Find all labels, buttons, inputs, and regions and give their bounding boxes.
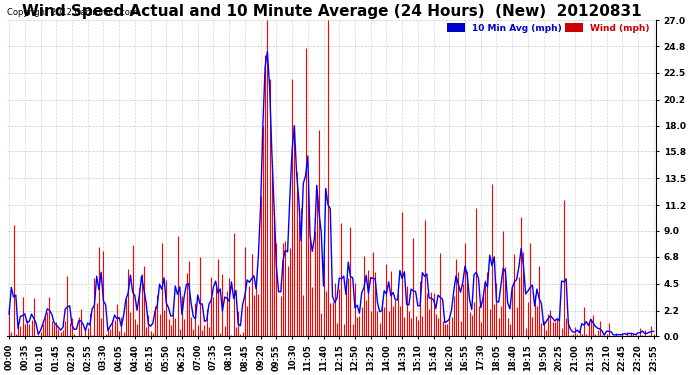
Legend: 10 Min Avg (mph), Wind (mph): 10 Min Avg (mph), Wind (mph) xyxy=(445,22,651,34)
Text: Copyright 2012 Cartronics.com: Copyright 2012 Cartronics.com xyxy=(7,8,138,17)
Title: Wind Speed Actual and 10 Minute Average (24 Hours)  (New)  20120831: Wind Speed Actual and 10 Minute Average … xyxy=(21,4,641,19)
